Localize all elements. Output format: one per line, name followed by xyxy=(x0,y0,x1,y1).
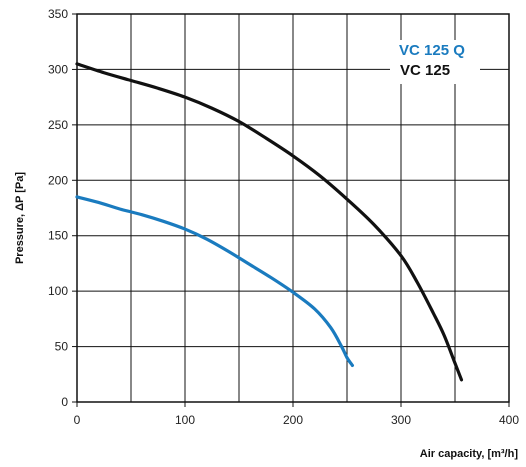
x-tick-label: 0 xyxy=(74,413,81,427)
y-tick-label: 100 xyxy=(48,284,68,298)
y-tick-label: 50 xyxy=(55,340,69,354)
y-axis-ticks: 0 50 100 150 200 250 300 350 xyxy=(48,7,77,409)
y-tick-label: 150 xyxy=(48,229,68,243)
x-axis-title: Air capacity, [m³/h] xyxy=(420,448,519,460)
x-tick-label: 200 xyxy=(283,413,303,427)
x-tick-label: 100 xyxy=(175,413,195,427)
legend-background xyxy=(390,40,480,84)
y-axis-title: Pressure, ΔP [Pa] xyxy=(14,172,26,264)
y-tick-label: 350 xyxy=(48,7,68,21)
y-tick-label: 200 xyxy=(48,173,68,187)
y-tick-label: 250 xyxy=(48,118,68,132)
x-tick-label: 300 xyxy=(391,413,411,427)
x-axis-ticks: 0 100 200 300 400 xyxy=(74,402,519,427)
x-tick-label: 400 xyxy=(499,413,519,427)
y-tick-label: 300 xyxy=(48,62,68,76)
legend-entry-vc125: VC 125 xyxy=(400,62,450,79)
y-tick-label: 0 xyxy=(61,395,68,409)
series-line-vc125q xyxy=(75,195,354,368)
legend-entry-vc125q: VC 125 Q xyxy=(399,42,465,59)
grid-lines xyxy=(77,14,509,402)
series-group xyxy=(75,62,464,382)
series-line-vc125 xyxy=(75,62,464,382)
